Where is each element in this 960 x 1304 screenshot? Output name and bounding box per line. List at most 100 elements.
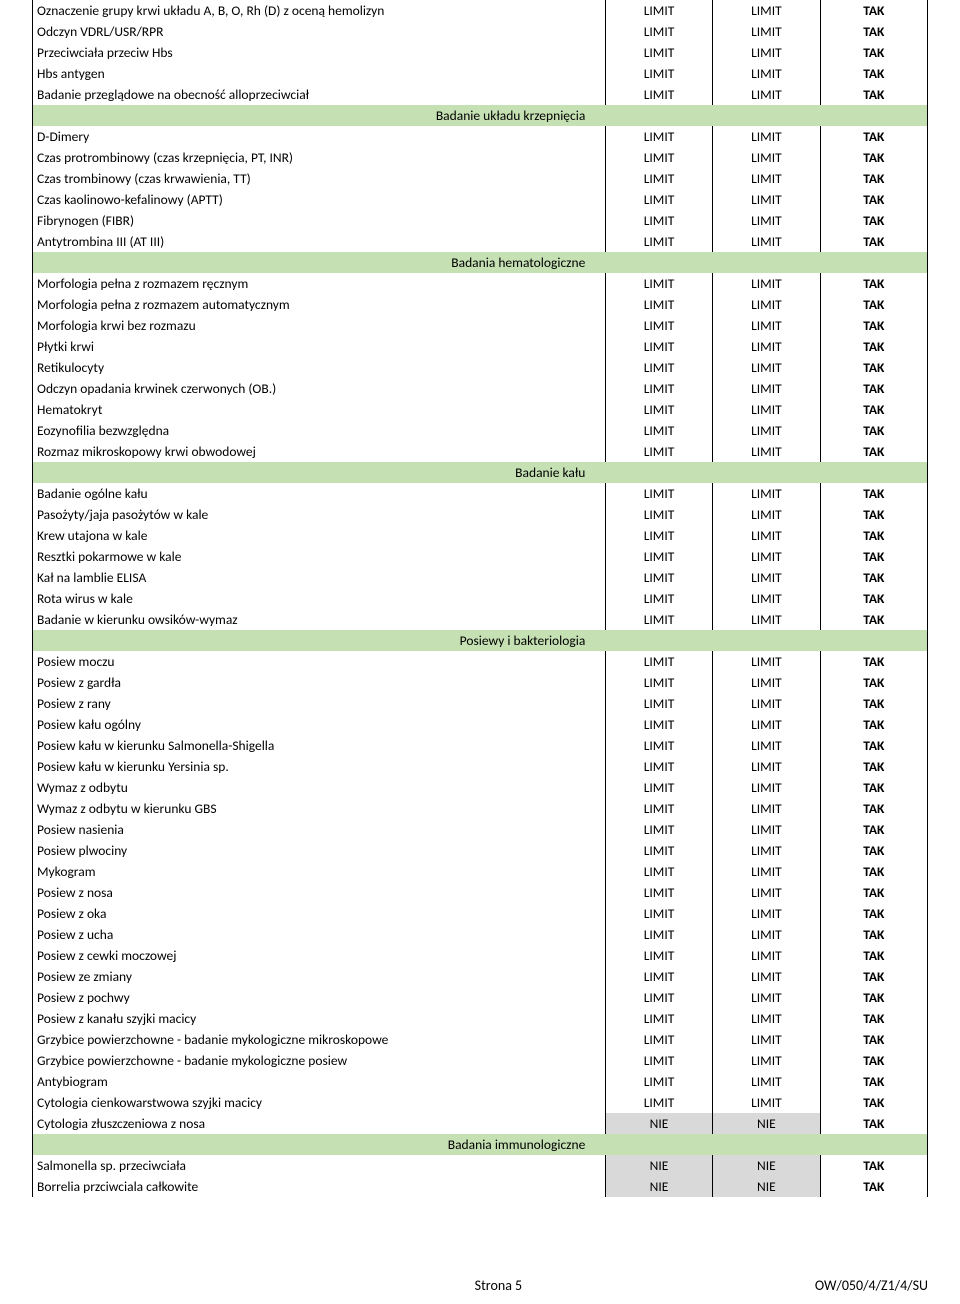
col3-value: LIMIT [713,987,820,1008]
table-row: Grzybice powierzchowne - badanie mykolog… [33,1050,928,1071]
test-name: D-Dimery [33,126,606,147]
col2-value: LIMIT [605,420,712,441]
col3-value: LIMIT [713,441,820,462]
col2-value: LIMIT [605,399,712,420]
test-name: Wymaz z odbytu w kierunku GBS [33,798,606,819]
col2-value: NIE [605,1176,712,1197]
table-row: RetikulocytyLIMITLIMITTAK [33,357,928,378]
col2-value: LIMIT [605,357,712,378]
table-row: Odczyn opadania krwinek czerwonych (OB.)… [33,378,928,399]
lab-tests-table: Oznaczenie grupy krwi układu A, B, O, Rh… [32,0,928,1197]
col4-value: TAK [820,777,927,798]
footer-page: Strona 5 [182,1277,815,1294]
col3-value: LIMIT [713,483,820,504]
test-name: Fibrynogen (FIBR) [33,210,606,231]
col4-value: TAK [820,483,927,504]
table-row: Czas kaolinowo-kefalinowy (APTT)LIMITLIM… [33,189,928,210]
col4-value: TAK [820,903,927,924]
col4-value: TAK [820,861,927,882]
col2-value: LIMIT [605,882,712,903]
col4-value: TAK [820,231,927,252]
section-title: Badanie kału [33,462,606,483]
col3-value: NIE [713,1155,820,1176]
test-name: Wymaz z odbytu [33,777,606,798]
col4-value: TAK [820,1113,927,1134]
table-row: Posiew z pochwyLIMITLIMITTAK [33,987,928,1008]
col2-value: NIE [605,1113,712,1134]
test-name: Posiew nasienia [33,819,606,840]
col2-value: LIMIT [605,840,712,861]
test-name: Hbs antygen [33,63,606,84]
col2-value: LIMIT [605,273,712,294]
test-name: Resztki pokarmowe w kale [33,546,606,567]
test-name: Mykogram [33,861,606,882]
col4-value: TAK [820,294,927,315]
col4-value: TAK [820,735,927,756]
table-row: Posiew kału ogólnyLIMITLIMITTAK [33,714,928,735]
col2-value: LIMIT [605,966,712,987]
test-name: Posiew ze zmiany [33,966,606,987]
col2-value: LIMIT [605,819,712,840]
table-row: Morfologia pełna z rozmazem ręcznymLIMIT… [33,273,928,294]
col2-value: LIMIT [605,126,712,147]
col2-value: LIMIT [605,504,712,525]
col2-value: LIMIT [605,1029,712,1050]
test-name: Posiew z oka [33,903,606,924]
col4-value: TAK [820,525,927,546]
col4-value: TAK [820,21,927,42]
col2-value: LIMIT [605,231,712,252]
col4-value: TAK [820,336,927,357]
col2-value: LIMIT [605,1092,712,1113]
col4-value: TAK [820,1008,927,1029]
col2-value: LIMIT [605,84,712,105]
col4-value: TAK [820,588,927,609]
table-row: Wymaz z odbytuLIMITLIMITTAK [33,777,928,798]
test-name: Salmonella sp. przeciwciała [33,1155,606,1176]
col2-value: LIMIT [605,903,712,924]
col2-value: LIMIT [605,168,712,189]
col4-value: TAK [820,189,927,210]
col4-value: TAK [820,0,927,21]
col3-value: LIMIT [713,504,820,525]
footer-doc: OW/050/4/Z1/4/SU [815,1277,928,1294]
col2-value: LIMIT [605,609,712,630]
col2-value: LIMIT [605,777,712,798]
table-row: Eozynofilia bezwzględnaLIMITLIMITTAK [33,420,928,441]
col3-value: LIMIT [713,1008,820,1029]
col3-value: LIMIT [713,315,820,336]
table-row: Posiew nasieniaLIMITLIMITTAK [33,819,928,840]
section-title: Posiewy i bakteriologia [33,630,606,651]
section-title: Badania immunologiczne [33,1134,606,1155]
col2-value: LIMIT [605,651,712,672]
col4-value: TAK [820,315,927,336]
col3-value: LIMIT [713,273,820,294]
col4-value: TAK [820,210,927,231]
test-name: Rota wirus w kale [33,588,606,609]
test-name: Płytki krwi [33,336,606,357]
col4-value: TAK [820,1029,927,1050]
test-name: Grzybice powierzchowne - badanie mykolog… [33,1029,606,1050]
test-name: Grzybice powierzchowne - badanie mykolog… [33,1050,606,1071]
col4-value: TAK [820,546,927,567]
test-name: Badanie przeglądowe na obecność alloprze… [33,84,606,105]
col3-value: LIMIT [713,231,820,252]
col4-value: TAK [820,945,927,966]
col2-value: LIMIT [605,63,712,84]
test-name: Badanie w kierunku owsików-wymaz [33,609,606,630]
col4-value: TAK [820,1176,927,1197]
test-name: Posiew kału w kierunku Yersinia sp. [33,756,606,777]
col2-value: LIMIT [605,441,712,462]
table-row: Morfologia krwi bez rozmazuLIMITLIMITTAK [33,315,928,336]
test-name: Krew utajona w kale [33,525,606,546]
col2-value: LIMIT [605,546,712,567]
table-row: Wymaz z odbytu w kierunku GBSLIMITLIMITT… [33,798,928,819]
table-row: Krew utajona w kaleLIMITLIMITTAK [33,525,928,546]
table-row: Posiew z cewki moczowejLIMITLIMITTAK [33,945,928,966]
col3-value: LIMIT [713,714,820,735]
section-title: Badania hematologiczne [33,252,606,273]
col3-value: LIMIT [713,294,820,315]
col2-value: LIMIT [605,693,712,714]
col2-value: LIMIT [605,42,712,63]
col3-value: NIE [713,1113,820,1134]
table-row: Posiew moczuLIMITLIMITTAK [33,651,928,672]
